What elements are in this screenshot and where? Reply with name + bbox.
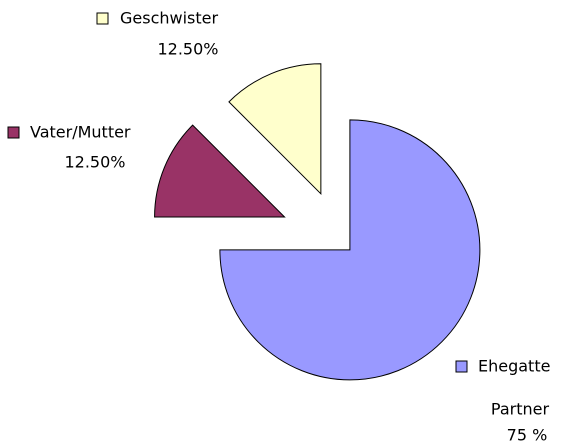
- value-label: 12.50%: [64, 153, 125, 172]
- category-label: Geschwister: [120, 9, 219, 28]
- pie-slice: [228, 63, 322, 196]
- annotation: Partner: [491, 400, 550, 419]
- category-label: Vater/Mutter: [30, 123, 131, 142]
- legend-swatch: [96, 12, 109, 25]
- pie-slice: [219, 119, 481, 381]
- legend-swatch: [7, 126, 20, 139]
- legend-swatch: [455, 360, 468, 373]
- pie-slice: [154, 124, 286, 218]
- value-label: 75 %: [507, 426, 548, 444]
- value-label: 12.50%: [157, 40, 218, 59]
- category-label: Ehegatte: [478, 357, 550, 376]
